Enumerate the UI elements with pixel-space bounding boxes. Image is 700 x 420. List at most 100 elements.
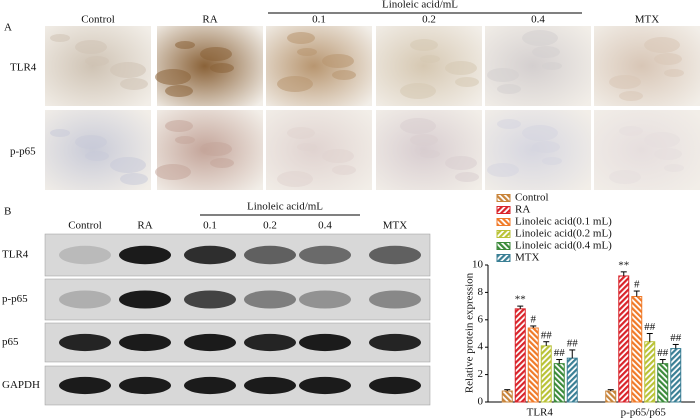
tissue-texture <box>522 125 558 141</box>
band <box>59 290 111 309</box>
lane-label: 0.4 <box>318 220 332 232</box>
bar <box>605 390 617 403</box>
tissue-texture <box>332 165 356 175</box>
micrograph <box>266 26 372 106</box>
tissue-texture <box>542 157 562 165</box>
tissue-texture <box>410 39 438 51</box>
tissue-texture <box>210 158 234 168</box>
panel-label: B <box>4 206 11 218</box>
band <box>184 333 236 352</box>
legend-label: Linoleic acid(0.2 mL) <box>515 228 612 240</box>
column-label: Control <box>81 14 115 26</box>
tissue-texture <box>619 126 643 136</box>
tissue-texture <box>85 56 109 66</box>
band <box>299 290 351 309</box>
tissue-texture <box>120 78 148 90</box>
tissue-texture <box>497 119 521 129</box>
tissue-texture <box>445 61 477 75</box>
significance-label: ## <box>657 347 669 359</box>
band <box>184 245 236 265</box>
tissue-texture <box>297 48 317 56</box>
tissue-texture <box>619 91 643 101</box>
band <box>59 245 111 265</box>
bar <box>527 327 539 403</box>
lane-label: MTX <box>383 220 408 232</box>
column-label: 0.4 <box>531 14 545 26</box>
tissue-texture <box>210 63 234 73</box>
significance-label: ## <box>554 347 566 359</box>
legend-swatch <box>496 218 511 226</box>
tissue-texture <box>644 37 680 53</box>
column-label: MTX <box>635 14 660 26</box>
bar <box>514 308 526 403</box>
group-label: Linoleic acid/mL <box>247 201 323 213</box>
significance-label: # <box>634 279 640 291</box>
tissue-texture <box>50 129 70 137</box>
bar <box>644 341 656 403</box>
tissue-texture <box>644 132 680 148</box>
y-tick-label: 8 <box>478 286 484 298</box>
band <box>299 245 351 265</box>
band <box>244 333 296 352</box>
significance-label: ## <box>567 337 579 349</box>
group-label: Linoleic acid/mL <box>382 0 458 11</box>
x-tick-label: TLR4 <box>527 407 554 419</box>
tissue-texture <box>400 83 436 99</box>
tissue-texture <box>50 34 70 42</box>
band <box>244 245 296 265</box>
significance-label: ** <box>618 259 629 271</box>
tissue-texture <box>497 84 521 94</box>
tissue-texture <box>75 135 107 149</box>
bar <box>618 275 630 403</box>
band <box>119 376 171 395</box>
bar <box>670 348 682 403</box>
lane-label: 0.2 <box>263 220 277 232</box>
band <box>119 245 171 265</box>
bar <box>631 296 643 403</box>
legend-swatch <box>496 194 511 202</box>
legend-label: Linoleic acid(0.1 mL) <box>515 216 612 228</box>
blot <box>44 233 431 277</box>
column-label: 0.1 <box>312 14 326 26</box>
micrograph <box>594 26 700 106</box>
tissue-texture <box>277 171 313 187</box>
bar <box>657 363 669 403</box>
tissue-texture <box>120 173 148 185</box>
row-label: TLR4 <box>10 62 37 74</box>
band <box>369 290 421 309</box>
tissue-texture <box>155 164 191 180</box>
tissue-texture <box>85 151 109 161</box>
tissue-texture <box>455 77 479 87</box>
tissue-texture <box>445 156 477 170</box>
band <box>184 290 236 309</box>
lane-label: Control <box>68 220 102 232</box>
row-label: GAPDH <box>2 379 40 391</box>
tissue-texture <box>420 150 440 158</box>
tissue-texture <box>664 164 684 172</box>
band <box>369 376 421 395</box>
significance-label: ## <box>541 329 553 341</box>
tissue-texture <box>487 163 519 177</box>
tissue-texture <box>155 69 191 85</box>
band <box>184 376 236 395</box>
tissue-texture <box>322 54 354 68</box>
band <box>59 376 111 395</box>
legend-swatch <box>496 254 511 262</box>
tissue-texture <box>332 70 356 80</box>
bar <box>501 390 513 403</box>
tissue-texture <box>75 40 107 54</box>
tissue-texture <box>542 62 562 70</box>
band <box>369 333 421 352</box>
tissue-texture <box>175 41 195 49</box>
tissue-texture <box>287 127 315 139</box>
tissue-texture <box>175 136 195 144</box>
row-label: p-p65 <box>2 293 28 305</box>
legend-label: Linoleic acid(0.4 mL) <box>515 240 612 252</box>
band <box>369 245 421 265</box>
tissue-texture <box>165 85 193 97</box>
y-tick-label: 2 <box>478 368 484 380</box>
tissue-texture <box>400 118 436 134</box>
legend-label: MTX <box>515 252 540 264</box>
significance-label: # <box>531 313 537 325</box>
band <box>119 290 171 309</box>
